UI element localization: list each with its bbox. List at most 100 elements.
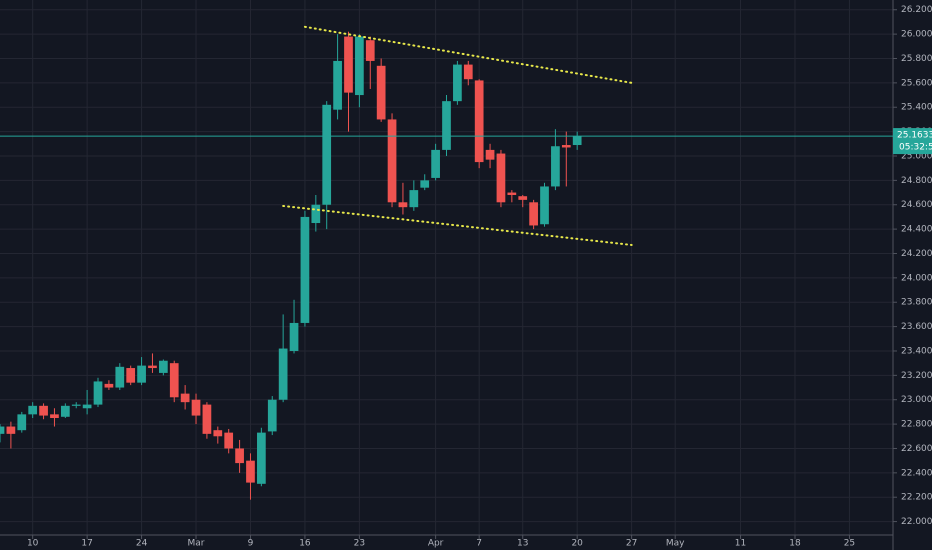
candle-body <box>104 383 114 388</box>
candle <box>50 408 59 427</box>
candle-body <box>180 393 190 403</box>
candle <box>224 428 234 454</box>
candle-body <box>485 149 495 160</box>
candle <box>267 396 277 436</box>
candle <box>409 180 419 211</box>
candle <box>518 194 528 208</box>
candle-body <box>463 64 473 80</box>
candle <box>333 34 342 120</box>
candle <box>322 101 332 230</box>
y-tick-label: 23.00000 <box>901 395 932 405</box>
candle-body <box>507 192 517 195</box>
y-tick-label: 25.40000 <box>901 103 932 113</box>
candle-body <box>322 104 332 205</box>
candle-body <box>6 426 16 434</box>
y-tick-label: 26.20000 <box>901 5 932 15</box>
candle <box>398 182 408 215</box>
x-tick-label: 17 <box>81 539 92 549</box>
candle-body <box>398 202 408 208</box>
candle <box>257 427 266 487</box>
candle <box>420 174 430 191</box>
candle-body <box>529 202 538 226</box>
y-tick-label: 23.60000 <box>901 322 932 332</box>
candle-body <box>453 64 462 102</box>
candle <box>289 299 299 354</box>
y-tick-label: 22.00000 <box>901 517 932 527</box>
candle-body <box>148 365 157 369</box>
candle <box>60 403 70 419</box>
x-tick-label: Mar <box>188 539 205 549</box>
candle-body <box>344 36 353 93</box>
candle-body <box>169 363 179 398</box>
candle <box>496 149 506 208</box>
candle-body <box>246 460 255 483</box>
candle <box>180 385 190 410</box>
candle <box>387 113 397 208</box>
candle-body <box>333 60 342 110</box>
candle-body <box>551 146 560 187</box>
candle-body <box>387 119 397 203</box>
y-tick-label: 23.20000 <box>901 371 932 381</box>
candle <box>300 210 310 327</box>
candle <box>311 194 321 232</box>
x-tick-label: 18 <box>789 539 801 549</box>
candle-body <box>82 404 92 409</box>
x-tick-label: 23 <box>354 539 365 549</box>
y-tick-label: 25.60000 <box>901 78 932 88</box>
candle <box>365 36 375 89</box>
candle-body <box>365 40 375 61</box>
candle-body <box>202 404 212 434</box>
candle <box>126 365 136 386</box>
candle <box>28 402 38 419</box>
candle <box>104 380 114 390</box>
candle <box>551 129 560 191</box>
candle-body <box>93 381 103 405</box>
y-tick-label: 24.00000 <box>901 273 932 283</box>
candle <box>71 402 81 409</box>
x-tick-label: 20 <box>571 539 583 549</box>
x-tick-label: 13 <box>517 539 528 549</box>
y-tick-label: 24.40000 <box>901 225 932 235</box>
candle <box>158 359 168 376</box>
countdown-label: 05:32:54 <box>899 143 932 153</box>
candle <box>453 60 462 105</box>
candle-body <box>126 368 136 383</box>
candle <box>376 58 386 122</box>
candle-body <box>540 186 549 225</box>
candle-body <box>267 399 277 432</box>
x-tick-label: 24 <box>136 539 148 549</box>
candle-body <box>420 180 430 188</box>
candle <box>507 190 517 203</box>
y-tick-label: 24.60000 <box>901 200 932 210</box>
candle-body <box>50 414 59 419</box>
candle <box>0 424 5 443</box>
candle-body <box>213 430 223 437</box>
x-tick-label: 7 <box>476 539 482 549</box>
candle <box>529 199 538 230</box>
candle <box>148 353 157 373</box>
x-tick-label: 27 <box>626 539 637 549</box>
x-tick-label: 16 <box>299 539 311 549</box>
candle-body <box>60 405 70 417</box>
candle-body <box>17 414 27 431</box>
x-tick-label: 11 <box>735 539 746 549</box>
candle-body <box>474 80 484 163</box>
candle <box>82 389 92 415</box>
candle <box>540 182 549 227</box>
candle <box>278 314 288 403</box>
candle-body <box>0 426 5 434</box>
candle <box>191 393 201 425</box>
candle <box>561 131 571 187</box>
candle <box>344 31 353 132</box>
candle-body <box>224 432 234 449</box>
candle-body <box>311 204 321 224</box>
candle <box>442 95 451 156</box>
candle-body <box>278 348 288 400</box>
y-tick-label: 22.40000 <box>901 468 932 478</box>
candle-body <box>39 405 48 416</box>
candle <box>485 143 495 169</box>
candle-body <box>115 366 125 388</box>
y-tick-label: 23.40000 <box>901 346 932 356</box>
x-tick-label: May <box>666 539 685 549</box>
